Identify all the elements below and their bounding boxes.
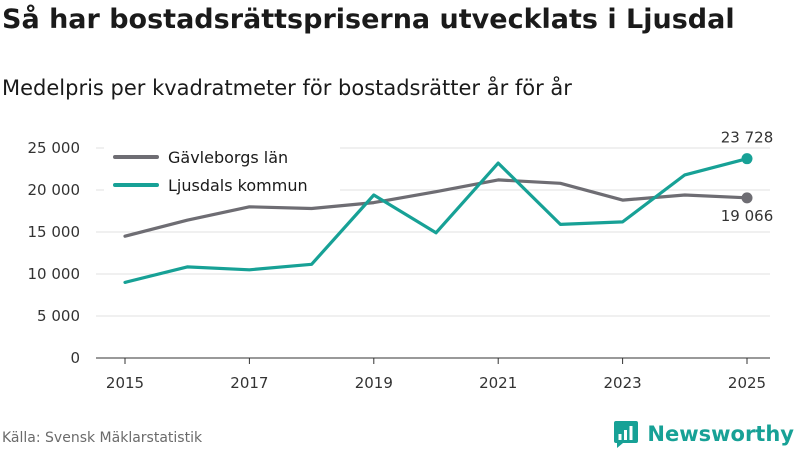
x-tick-label: 2023 (604, 374, 642, 392)
y-tick-label: 25 000 (28, 139, 81, 157)
newsworthy-logo-icon (614, 421, 639, 448)
series-line-1 (123, 157, 749, 284)
x-tick-label: 2015 (106, 374, 144, 392)
y-tick-label: 5 000 (37, 307, 80, 325)
legend: Gävleborgs län Ljusdals kommun (104, 143, 340, 201)
x-tick-label: 2025 (728, 374, 766, 392)
brand-name: Newsworthy (647, 422, 794, 446)
brand-logo: Newsworthy (613, 419, 794, 449)
x-tick-label: 2019 (355, 374, 393, 392)
x-tick-label: 2021 (479, 374, 517, 392)
y-tick-label: 0 (70, 349, 80, 367)
series-lines (123, 157, 749, 284)
y-tick-label: 20 000 (28, 181, 81, 199)
end-point-0 (741, 192, 753, 204)
source-note: Källa: Svensk Mäklarstatistik (2, 430, 203, 446)
y-tick-label: 15 000 (28, 223, 81, 241)
chart-title: Så har bostadsrättspriserna utvecklats i… (2, 4, 735, 35)
end-point-1 (741, 153, 753, 165)
chart-subtitle: Medelpris per kvadratmeter för bostadsrä… (2, 76, 572, 100)
end-points (741, 153, 753, 204)
end-label-1: 23 728 (721, 129, 774, 147)
x-axis: 2015 2017 2019 2021 2023 2025 (106, 358, 766, 392)
legend-label-1: Ljusdals kommun (168, 176, 308, 195)
legend-label-0: Gävleborgs län (168, 148, 288, 167)
end-label-0: 19 066 (721, 207, 774, 225)
y-axis: 0 5 000 10 000 15 000 20 000 25 000 (28, 139, 81, 367)
x-tick-label: 2017 (230, 374, 268, 392)
series-line-0 (123, 178, 749, 238)
y-tick-label: 10 000 (28, 265, 81, 283)
legend-background (104, 143, 340, 201)
end-labels: 19 066 23 728 (721, 129, 774, 225)
